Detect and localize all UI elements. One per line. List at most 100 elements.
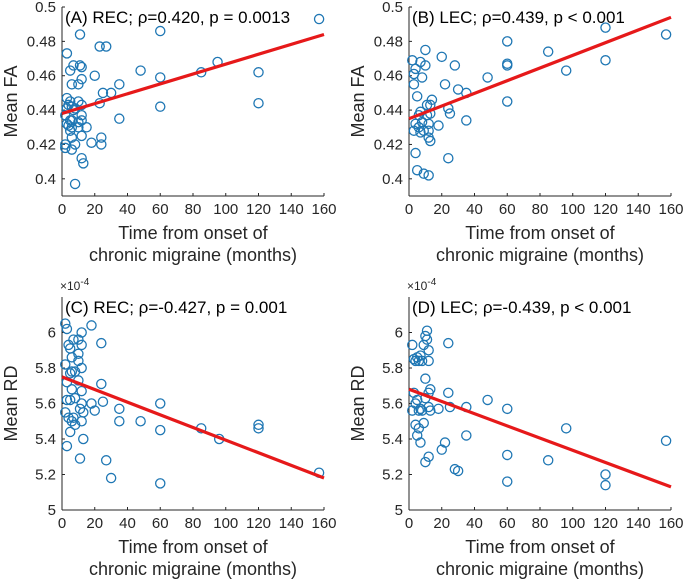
data-point xyxy=(74,403,86,415)
x-axis-label: Time from onset of xyxy=(465,537,615,557)
data-point xyxy=(154,25,166,37)
data-point xyxy=(73,96,84,107)
data-point xyxy=(420,44,431,56)
data-point xyxy=(96,132,107,143)
data-point xyxy=(452,465,464,477)
x-tick-label: 60 xyxy=(499,515,516,532)
data-point xyxy=(74,60,86,71)
data-point xyxy=(418,417,429,429)
data-point xyxy=(73,79,84,90)
regression-line xyxy=(61,375,325,480)
data-point xyxy=(135,65,146,76)
x-tick-label: 80 xyxy=(185,515,202,532)
data-point xyxy=(100,41,112,52)
data-point xyxy=(66,132,78,143)
data-point xyxy=(560,423,572,434)
y-exponent-label: ×10-4 xyxy=(60,277,90,293)
data-point xyxy=(501,403,513,415)
data-point xyxy=(410,419,421,431)
x-tick-label: 20 xyxy=(433,201,450,218)
data-point xyxy=(443,152,454,164)
x-axis-label: chronic migraine (months) xyxy=(89,559,297,579)
x-tick-label: 60 xyxy=(152,201,169,218)
data-point xyxy=(96,337,107,349)
data-point xyxy=(97,87,109,99)
y-tick-label: 0.46 xyxy=(27,68,56,85)
data-point xyxy=(425,405,436,416)
x-tick-label: 40 xyxy=(119,201,136,218)
x-axis-label: chronic migraine (months) xyxy=(436,245,644,265)
x-tick-label: 160 xyxy=(658,201,683,218)
data-point xyxy=(501,449,513,461)
y-tick-label: 5.8 xyxy=(382,360,403,377)
data-point xyxy=(114,415,125,427)
data-point xyxy=(66,79,78,90)
data-point xyxy=(461,430,472,441)
x-tick-label: 140 xyxy=(626,515,651,532)
data-point xyxy=(461,115,472,126)
x-tick-label: 120 xyxy=(593,201,618,218)
data-point xyxy=(100,455,112,466)
y-tick-label: 5.2 xyxy=(35,467,56,484)
data-point xyxy=(416,405,428,416)
data-point xyxy=(66,384,78,395)
regression-line xyxy=(408,15,672,121)
data-point xyxy=(423,125,434,136)
x-tick-label: 0 xyxy=(405,515,413,532)
data-point xyxy=(61,440,73,452)
data-point xyxy=(420,60,431,71)
x-tick-label: 160 xyxy=(311,201,336,218)
data-point xyxy=(418,168,429,179)
y-tick-label: 5.8 xyxy=(35,360,56,377)
panel-d-lec-rd: 0 20 40 60 80 100 120 140 160 5 5.2 5.4 5.6 5.8 6 ×10-4… xyxy=(348,277,684,579)
data-point xyxy=(69,419,81,431)
x-tick-label: 0 xyxy=(58,515,66,532)
x-axis-label: chronic migraine (months) xyxy=(436,559,644,579)
x-tick-label: 40 xyxy=(119,515,136,532)
y-tick-label: 5 xyxy=(48,502,56,519)
data-point xyxy=(66,122,78,133)
data-point xyxy=(560,65,572,76)
x-tick-label: 160 xyxy=(311,515,336,532)
data-point xyxy=(411,164,423,176)
data-point xyxy=(443,387,454,399)
data-point xyxy=(154,72,166,83)
data-point xyxy=(73,334,84,345)
data-point xyxy=(421,334,433,345)
panel-title: (C) REC; ρ=-0.427, p = 0.001 xyxy=(65,298,287,317)
data-point xyxy=(73,355,84,367)
data-point xyxy=(154,424,166,436)
data-point xyxy=(76,73,87,85)
y-tick-label: 5.6 xyxy=(382,396,403,413)
data-point xyxy=(60,407,71,418)
data-point xyxy=(64,65,76,76)
x-tick-label: 120 xyxy=(246,201,271,218)
x-tick-label: 160 xyxy=(658,515,683,532)
data-point xyxy=(86,320,97,331)
x-tick-label: 20 xyxy=(86,201,103,218)
data-point xyxy=(76,385,87,397)
y-tick-label: 0.44 xyxy=(27,102,56,119)
data-point xyxy=(418,339,429,351)
data-point xyxy=(76,339,87,351)
x-tick-label: 100 xyxy=(560,201,585,218)
x-tick-label: 40 xyxy=(466,201,483,218)
data-point xyxy=(154,398,166,409)
data-point xyxy=(76,327,87,338)
data-point xyxy=(407,339,418,351)
data-point xyxy=(76,152,87,164)
regression-line xyxy=(408,387,672,489)
data-point xyxy=(253,67,264,78)
y-tick-label: 0.5 xyxy=(35,0,56,16)
data-point xyxy=(411,394,423,406)
data-point xyxy=(436,444,447,455)
data-point xyxy=(433,120,444,131)
data-point xyxy=(78,407,89,418)
y-axis-label: Mean FA xyxy=(348,65,368,137)
panel-title: (A) REC; ρ=0.420, p = 0.0013 xyxy=(65,8,290,27)
data-point xyxy=(501,60,513,71)
data-point xyxy=(411,91,423,102)
data-point xyxy=(61,323,73,335)
data-point xyxy=(449,60,461,71)
